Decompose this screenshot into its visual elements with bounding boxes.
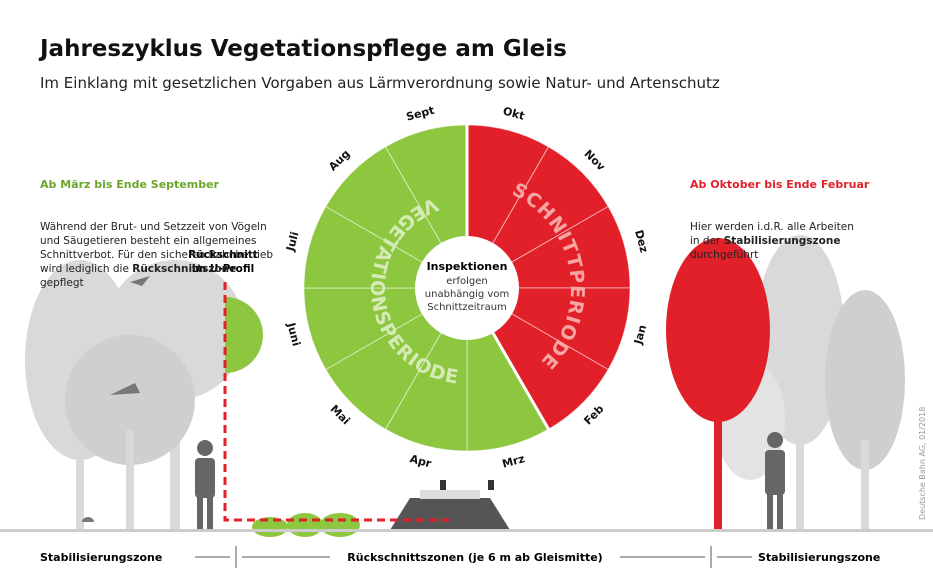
left-text: Während der Brut- und Setzzeit von Vögel… xyxy=(40,220,273,290)
month-label: Apr xyxy=(408,452,433,470)
text-part: und Säugetieren besteht ein allgemeines xyxy=(40,235,257,247)
profile-label: im U-Profil xyxy=(192,263,255,275)
center-text: erfolgen xyxy=(446,276,488,287)
center-disc xyxy=(415,236,519,340)
text-line: durchgeführt xyxy=(690,248,869,262)
title: Jahreszyklus Vegetationspflege am Gleis xyxy=(38,36,567,62)
month-label: Sept xyxy=(405,104,436,124)
person-right xyxy=(765,432,785,530)
month-label: Dez xyxy=(632,228,651,254)
profile-line xyxy=(223,282,450,522)
month-label: Feb xyxy=(581,402,606,427)
text-line: Schnittverbot. Für den sicheren Bahnbetr… xyxy=(40,248,273,262)
rail xyxy=(440,480,446,490)
zone-label: Stabilisierungszone xyxy=(758,551,880,564)
wheel: Okt Nov Dez Jan Feb Mrz Apr Mai Juni Juli Aug Sept S… xyxy=(284,104,651,471)
text-part: Während der Brut- und Setzzeit von Vögel… xyxy=(40,221,267,233)
right-info: Ab Oktober bis Ende Februar Hier werden … xyxy=(690,150,869,276)
credit: Deutsche Bahn AG, 01/2018 xyxy=(918,407,927,520)
left-info: Ab März bis Ende September Während der B… xyxy=(40,150,273,304)
center-text: unabhängig vom xyxy=(425,289,509,300)
sleeper xyxy=(420,490,480,499)
person-left xyxy=(195,440,215,530)
text-part: Stabilisierungszone xyxy=(723,235,841,247)
text-part: Rückschnittszone xyxy=(132,263,237,275)
trees-right xyxy=(715,235,905,530)
month-label: Juni xyxy=(284,320,303,347)
zone-markers xyxy=(195,546,752,568)
zone-label: Rückschnittszonen (je 6 m ab Gleismitte) xyxy=(347,551,602,564)
month-label: Juli xyxy=(284,230,302,253)
text-part: Hier werden i.d.R. alle Arbeiten xyxy=(690,221,854,233)
center-heading: Inspektionen xyxy=(427,260,508,273)
month-label: Nov xyxy=(582,147,609,174)
cut-tree-part xyxy=(225,297,263,373)
right-text: Hier werden i.d.R. alle Arbeiten in der S… xyxy=(690,220,869,262)
red-trunk xyxy=(714,380,722,530)
month-label: Aug xyxy=(326,147,352,173)
text-line: Während der Brut- und Setzzeit von Vögel… xyxy=(40,220,273,234)
ballast xyxy=(390,498,510,530)
text-line: und Säugetieren besteht ein allgemeines xyxy=(40,234,273,248)
month-label: Jan xyxy=(631,323,649,346)
month-label: Mrz xyxy=(501,452,526,470)
zone-label: Stabilisierungszone xyxy=(40,551,162,564)
text-line: wird lediglich die Rückschnittszone xyxy=(40,262,273,276)
red-tree xyxy=(666,238,770,422)
text-line: Hier werden i.d.R. alle Arbeiten xyxy=(690,220,869,234)
text-part: wird lediglich die xyxy=(40,263,133,275)
text-part: Schnittverbot. Für den sicheren Bahnbetr… xyxy=(40,249,274,261)
center-text: Schnittzeitraum xyxy=(427,302,507,313)
text-part: gepflegt xyxy=(40,277,84,289)
text-line: gepflegt xyxy=(40,276,273,290)
subtitle: Im Einklang mit gesetzlichen Vorgaben au… xyxy=(40,74,720,92)
text-part: durchgeführt xyxy=(690,249,759,261)
month-label: Okt xyxy=(501,105,526,123)
month-label: Mai xyxy=(328,403,353,428)
text-part: in der xyxy=(690,235,724,247)
profile-label: Rückschnitt xyxy=(188,249,258,261)
trees-left xyxy=(25,260,245,530)
right-heading: Ab Oktober bis Ende Februar xyxy=(690,178,870,191)
bushes xyxy=(252,513,360,537)
rail xyxy=(488,480,494,490)
left-heading: Ab März bis Ende September xyxy=(40,178,219,191)
text-line: in der Stabilisierungszone xyxy=(690,234,869,248)
ground xyxy=(0,529,933,532)
